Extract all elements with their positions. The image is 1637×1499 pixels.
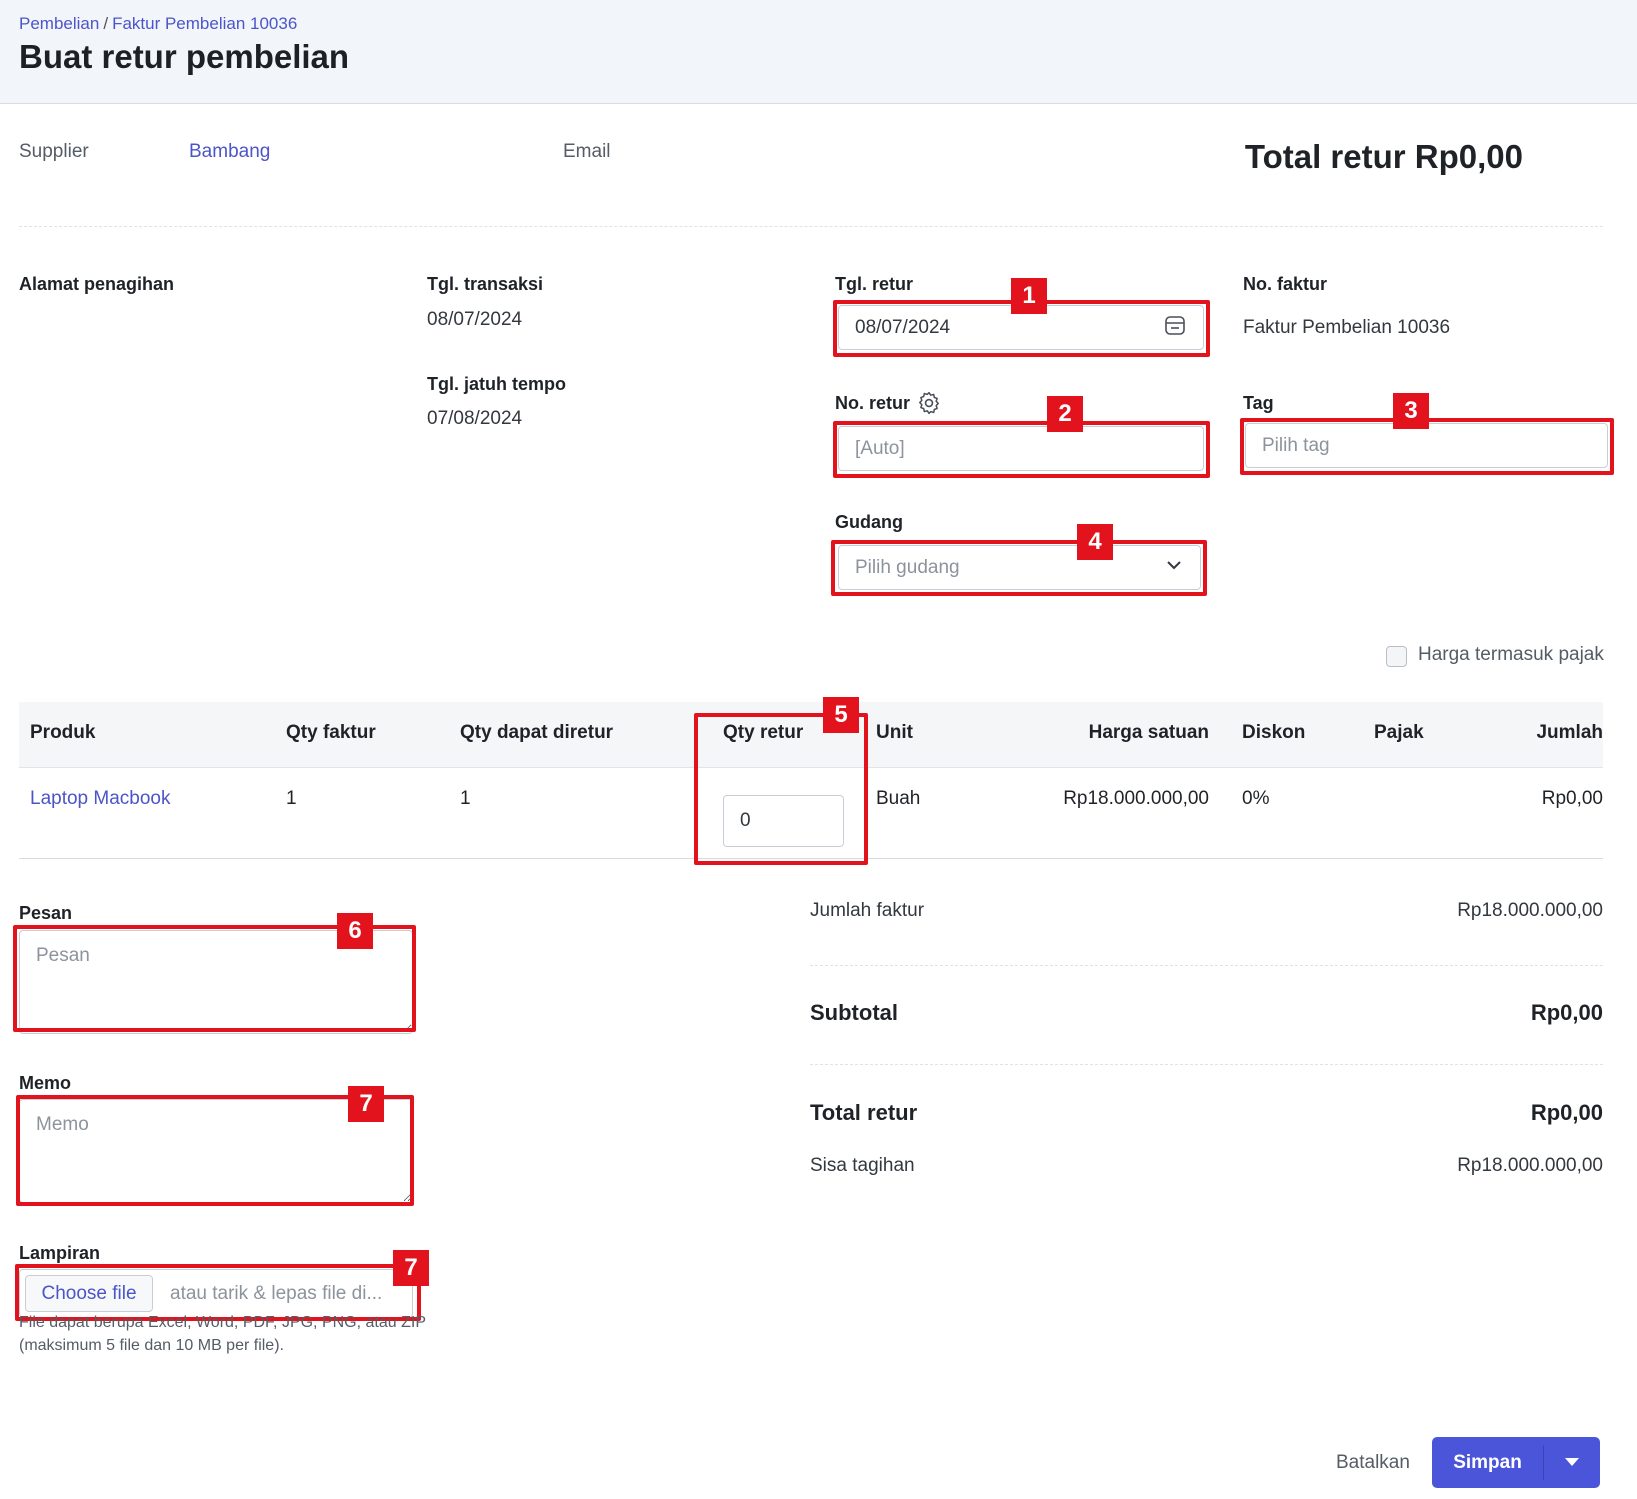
th-qty-returnable: Qty dapat diretur — [460, 722, 614, 743]
breadcrumb-separator: / — [103, 14, 109, 33]
supplier-link[interactable]: Bambang — [189, 141, 271, 162]
due-date-label: Tgl. jatuh tempo — [427, 374, 566, 394]
calendar-icon[interactable] — [1163, 313, 1187, 343]
return-date-value: 08/07/2024 — [855, 316, 951, 338]
unit-cell: Buah — [876, 788, 921, 809]
save-button-group: Simpan — [1432, 1437, 1600, 1488]
memo-label: Memo — [19, 1073, 72, 1093]
annotation-badge-8: 7 — [393, 1250, 429, 1286]
remaining-label: Sisa tagihan — [810, 1155, 915, 1176]
qty-returnable-cell: 1 — [460, 788, 471, 809]
transaction-date-value: 08/07/2024 — [427, 309, 523, 330]
th-amount: Jumlah — [1536, 722, 1603, 743]
invoice-no-label: No. faktur — [1243, 274, 1328, 294]
cancel-button[interactable]: Batalkan — [1336, 1452, 1410, 1473]
th-discount: Diskon — [1242, 722, 1306, 743]
breadcrumb-current-link[interactable]: Faktur Pembelian 10036 — [112, 14, 298, 33]
qty-invoice-cell: 1 — [286, 788, 297, 809]
email-label: Email — [563, 141, 611, 162]
table-row-divider — [19, 858, 1603, 859]
divider — [19, 226, 1603, 227]
warehouse-select[interactable]: Pilih gudang — [838, 545, 1201, 590]
remaining-value: Rp18.000.000,00 — [1457, 1155, 1603, 1176]
subtotal-label: Subtotal — [810, 1000, 898, 1025]
annotation-badge-6: 6 — [337, 913, 373, 949]
th-qty-invoice: Qty faktur — [286, 722, 376, 743]
th-unit-price: Harga satuan — [1088, 722, 1209, 743]
th-product: Produk — [30, 722, 96, 743]
invoice-total-label: Jumlah faktur — [810, 900, 925, 921]
annotation-box-4 — [831, 540, 1207, 596]
annotation-badge-7: 7 — [348, 1086, 384, 1122]
qty-return-input[interactable]: 0 — [723, 795, 844, 847]
billing-address-label: Alamat penagihan — [19, 274, 175, 294]
return-no-label: No. retur — [835, 393, 911, 413]
gear-icon[interactable] — [916, 390, 942, 421]
page-header — [0, 0, 1637, 104]
annotation-box-2 — [833, 421, 1210, 478]
invoice-no-link[interactable]: Faktur Pembelian 10036 — [1243, 317, 1451, 338]
invoice-total-value: Rp18.000.000,00 — [1457, 900, 1603, 921]
warehouse-placeholder: Pilih gudang — [855, 556, 960, 578]
return-total-value: Rp0,00 — [1530, 1100, 1603, 1125]
subtotal-value: Rp0,00 — [1530, 1000, 1603, 1025]
return-date-label: Tgl. retur — [835, 274, 914, 294]
warehouse-label: Gudang — [835, 512, 903, 532]
annotation-badge-3: 3 — [1393, 393, 1429, 429]
annotation-badge-4: 4 — [1077, 524, 1113, 560]
breadcrumb: Pembelian / Faktur Pembelian 10036 — [19, 14, 297, 34]
tag-label: Tag — [1243, 393, 1274, 413]
discount-cell: 0% — [1242, 788, 1270, 809]
summary-divider — [810, 1064, 1603, 1065]
product-link[interactable]: Laptop Macbook — [30, 788, 171, 809]
annotation-box-6 — [13, 925, 416, 1032]
save-button[interactable]: Simpan — [1453, 1451, 1522, 1473]
caret-down-icon — [1564, 1454, 1580, 1472]
annotation-badge-1: 1 — [1011, 278, 1047, 314]
save-options-button[interactable] — [1544, 1437, 1600, 1488]
total-return-heading: Total retur Rp0,00 — [1244, 138, 1523, 175]
th-tax: Pajak — [1374, 722, 1424, 743]
memo-textarea[interactable] — [19, 1099, 413, 1203]
summary-divider — [810, 965, 1603, 966]
due-date-value: 07/08/2024 — [427, 408, 523, 429]
page-title: Buat retur pembelian — [19, 38, 350, 75]
file-drop-text: atau tarik & lepas file di... — [170, 1283, 383, 1304]
choose-file-button[interactable]: Choose file — [25, 1275, 153, 1312]
return-no-input[interactable]: [Auto] — [838, 426, 1204, 471]
transaction-date-label: Tgl. transaksi — [427, 274, 544, 294]
annotation-box-8 — [15, 1264, 421, 1321]
annotation-box-7 — [16, 1095, 414, 1206]
annotation-badge-2: 2 — [1047, 396, 1083, 432]
attachment-hint: File dapat berupa Excel, Word, PDF, JPG,… — [19, 1311, 426, 1357]
tax-inclusive-label: Harga termasuk pajak — [1418, 644, 1604, 665]
annotation-box-5 — [694, 713, 868, 865]
annotation-badge-5: 5 — [823, 697, 859, 733]
supplier-label: Supplier — [19, 141, 89, 162]
th-qty-return: Qty retur — [723, 722, 804, 743]
tax-inclusive-checkbox[interactable] — [1386, 646, 1407, 667]
message-label: Pesan — [19, 903, 73, 923]
chevron-down-icon — [1164, 555, 1184, 581]
th-unit: Unit — [876, 722, 913, 743]
breadcrumb-parent-link[interactable]: Pembelian — [19, 14, 100, 33]
unit-price-cell: Rp18.000.000,00 — [1063, 788, 1209, 809]
save-button-divider — [1543, 1445, 1544, 1480]
attachment-hint-line2: (maksimum 5 file dan 10 MB per file). — [19, 1337, 284, 1354]
return-total-label: Total retur — [810, 1100, 918, 1125]
attachment-hint-line1: File dapat berupa Excel, Word, PDF, JPG,… — [19, 1314, 426, 1331]
amount-cell: Rp0,00 — [1541, 788, 1603, 809]
attachment-label: Lampiran — [19, 1243, 101, 1263]
